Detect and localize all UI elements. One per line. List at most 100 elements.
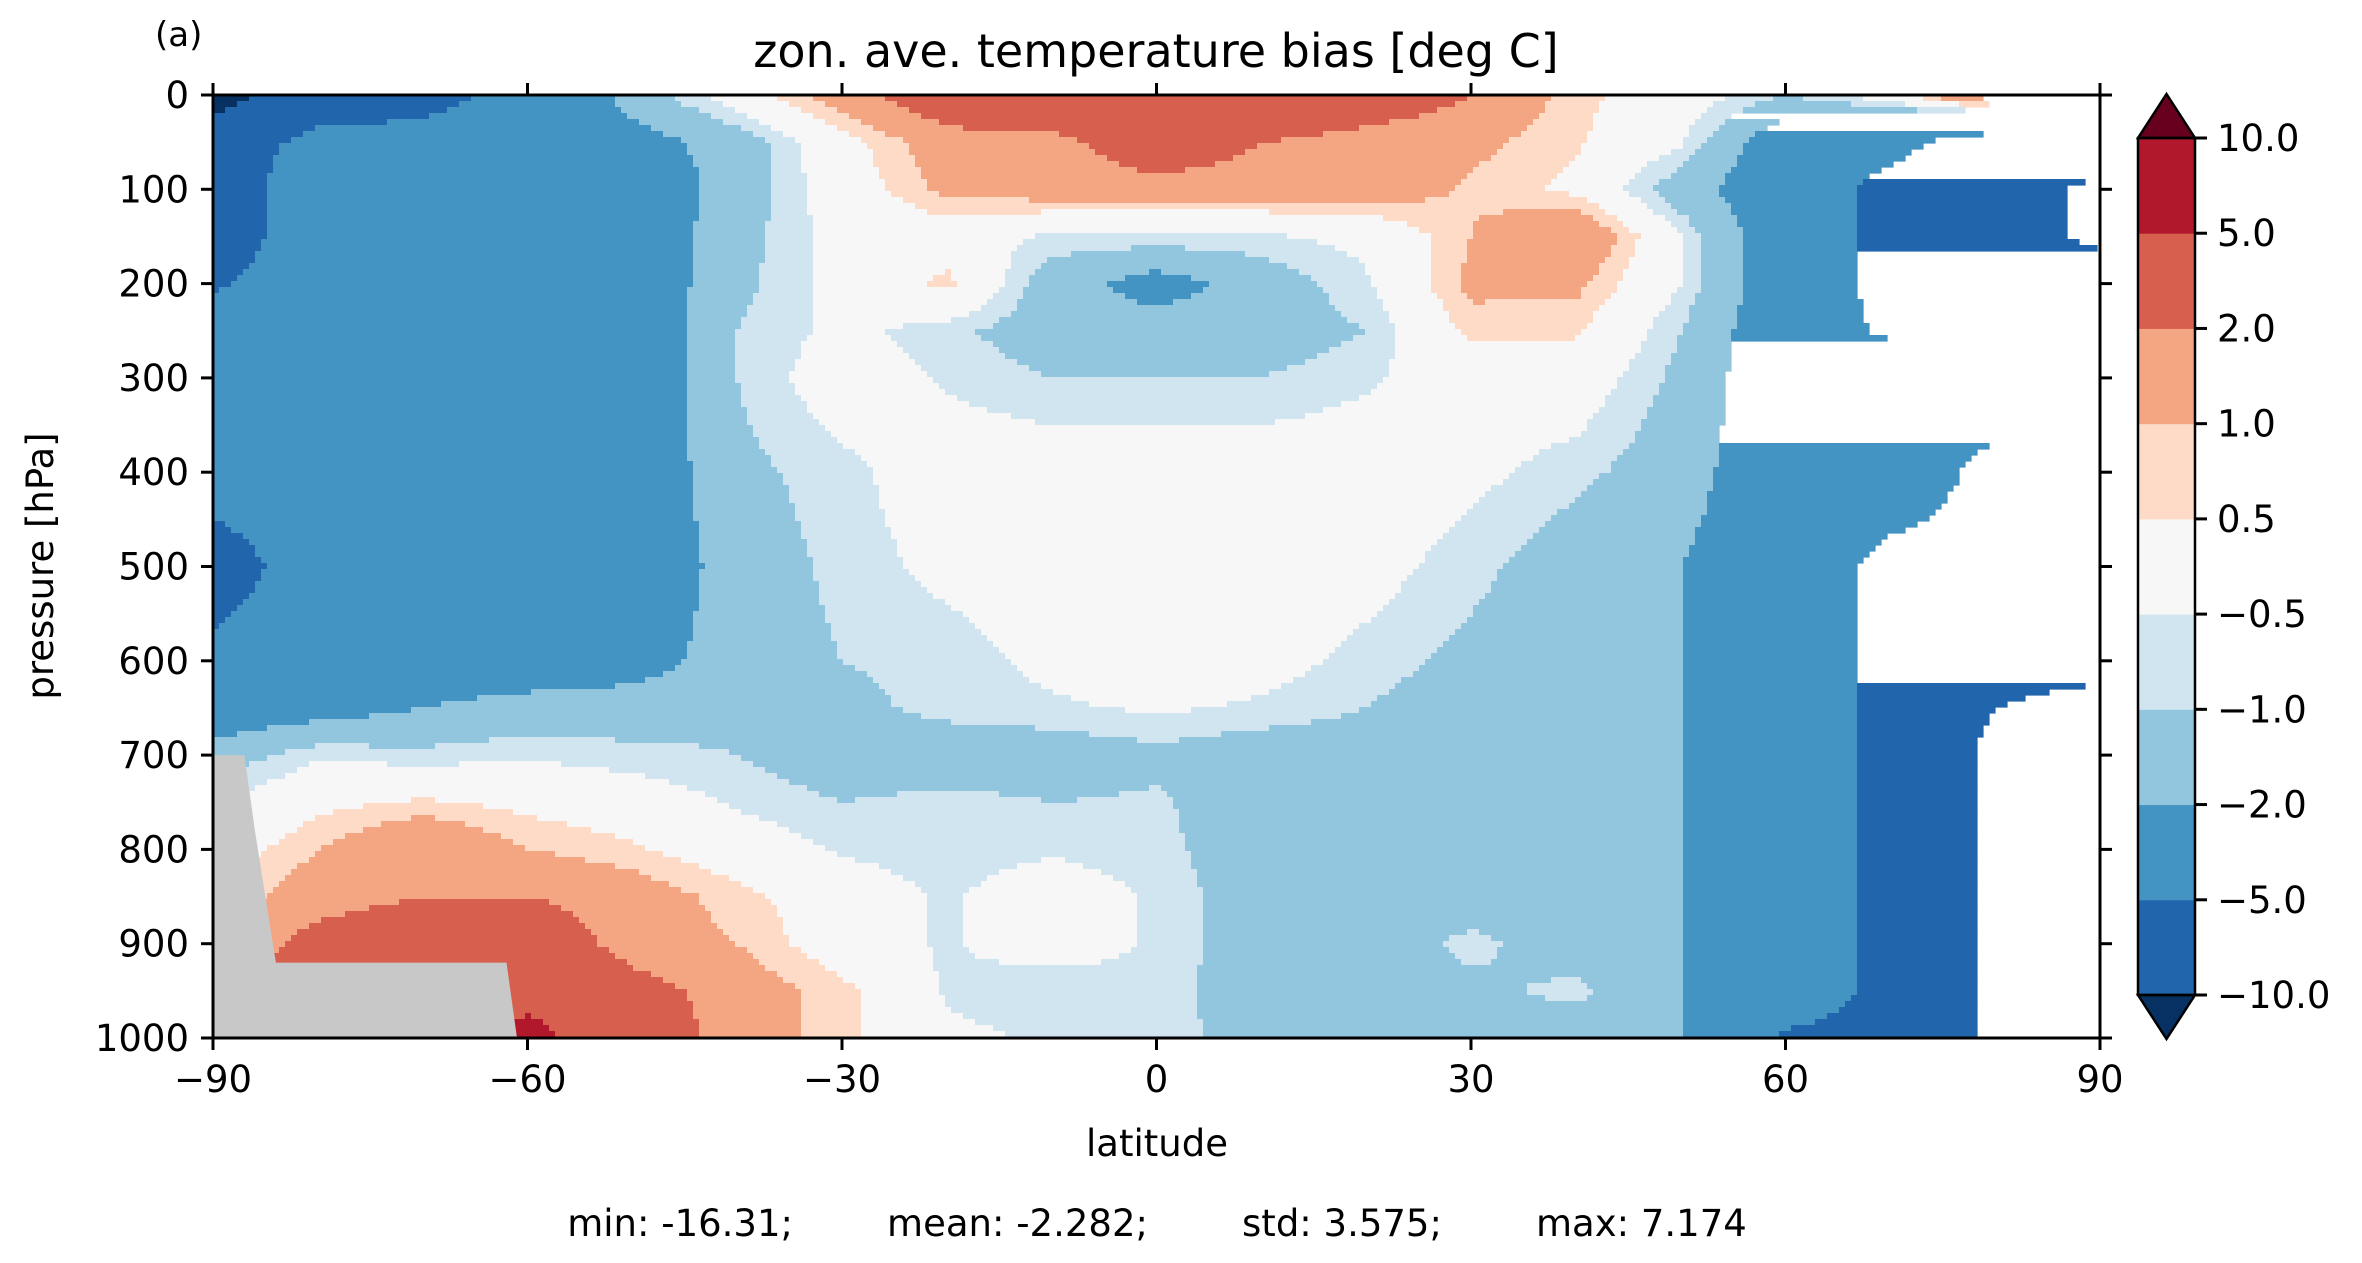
contour-cell: [1713, 101, 1756, 108]
colorbar-tick-label: −0.5: [2217, 593, 2307, 636]
contour-cell: [993, 293, 1024, 300]
contour-cell: [309, 761, 388, 768]
contour-cell: [741, 755, 1684, 762]
contour-cell: [963, 893, 1138, 900]
contour-cell: [771, 125, 838, 132]
colorbar-frame: [2136, 136, 2197, 997]
contour-cell: [717, 797, 838, 804]
contour-cell: [945, 1001, 1198, 1008]
contour-cell: [1455, 323, 1588, 330]
contour-cell: [1737, 161, 1894, 168]
contour-cell: [213, 659, 682, 666]
contour-cell: [939, 989, 1198, 996]
contour-cell: [1203, 959, 1462, 966]
contour-cell: [1701, 521, 1918, 528]
contour-cell: [1491, 581, 1684, 588]
contour-cell: [753, 431, 832, 438]
contour-cell: [1377, 293, 1438, 300]
contour-cell: [213, 605, 238, 612]
contour-cell: [573, 911, 712, 918]
contour-cell: [279, 143, 688, 150]
contour-cell: [1857, 707, 1996, 714]
contour-cell: [1647, 161, 1684, 168]
y-tick-label: 400: [118, 451, 189, 494]
contour-cell: [387, 761, 460, 768]
contour-cell: [783, 929, 928, 936]
contour-cell: [645, 773, 778, 780]
contour-cell: [885, 521, 1456, 528]
contour-cell: [213, 215, 268, 222]
contour-cell: [441, 701, 892, 708]
contour-cell: [909, 353, 1006, 360]
contour-cell: [1737, 305, 1864, 312]
colorbar-tick-label: 10.0: [2217, 117, 2299, 160]
contour-cell: [699, 533, 802, 540]
x-axis-label: latitude: [1086, 1122, 1228, 1165]
contour-cell: [747, 113, 814, 120]
contour-cell: [1743, 149, 1912, 156]
contour-cell: [1701, 143, 1744, 150]
contour-cell: [1683, 593, 1858, 600]
contour-cell: [807, 197, 904, 204]
contour-cell: [1431, 263, 1462, 270]
contour-cell: [1125, 275, 1192, 282]
contour-cell: [747, 419, 820, 426]
contour-cell: [1683, 905, 1858, 912]
x-tick-label: −60: [488, 1058, 566, 1101]
contour-cell: [213, 329, 688, 336]
contour-cell: [879, 491, 1486, 498]
contour-cell: [1857, 233, 2068, 240]
contour-cell: [465, 821, 568, 828]
contour-cell: [1473, 299, 1486, 306]
contour-cell: [213, 557, 262, 564]
contour-cell: [213, 263, 250, 270]
contour-cell: [1005, 353, 1318, 360]
contour-cell: [1659, 383, 1726, 390]
contour-cell: [1857, 191, 2068, 198]
contour-cell: [543, 1019, 700, 1026]
contour-cell: [837, 971, 940, 978]
contour-cell: [435, 815, 538, 822]
contour-cell: [1545, 101, 1600, 108]
contour-cell: [825, 119, 862, 126]
contour-cell: [1455, 521, 1546, 528]
contour-cell: [1857, 737, 1978, 744]
contour-cell: [1107, 281, 1210, 288]
contour-cell: [807, 209, 928, 216]
contour-cell: [753, 299, 814, 306]
contour-cell: [1149, 269, 1162, 276]
contour-cell: [687, 323, 742, 330]
contour-cell: [1515, 467, 1612, 474]
contour-cell: [651, 971, 778, 978]
contour-cell: [693, 611, 826, 618]
contour-cell: [1113, 287, 1204, 294]
contour-cell: [1137, 299, 1174, 306]
contour-cell: [1065, 857, 1192, 864]
contour-cell: [675, 665, 856, 672]
contour-cell: [213, 305, 688, 312]
contour-cell: [1395, 329, 1462, 336]
contour-cell: [771, 143, 802, 150]
contour-cell: [819, 599, 946, 606]
contour-cell: [699, 863, 880, 870]
contour-cell: [489, 737, 616, 744]
contour-cell: [1017, 359, 1306, 366]
contour-cell: [1689, 155, 1738, 162]
contour-cell: [1617, 377, 1666, 384]
contour-cell: [861, 1031, 1006, 1038]
x-tick-label: −30: [803, 1058, 881, 1101]
contour-cell: [1845, 1001, 1978, 1008]
contour-cell: [687, 395, 742, 402]
contour-cell: [1167, 791, 1684, 798]
contour-cell: [1707, 107, 1744, 114]
contour-cell: [759, 281, 814, 288]
contour-cell: [873, 677, 1030, 684]
contour-cell: [1671, 299, 1696, 306]
contour-cell: [1473, 233, 1618, 240]
contour-cell: [915, 203, 1600, 210]
contour-cell: [861, 1007, 952, 1014]
contour-cell: [1683, 629, 1858, 636]
contour-cell: [1107, 155, 1234, 162]
contour-cell: [801, 155, 874, 162]
contour-cell: [1677, 347, 1732, 354]
